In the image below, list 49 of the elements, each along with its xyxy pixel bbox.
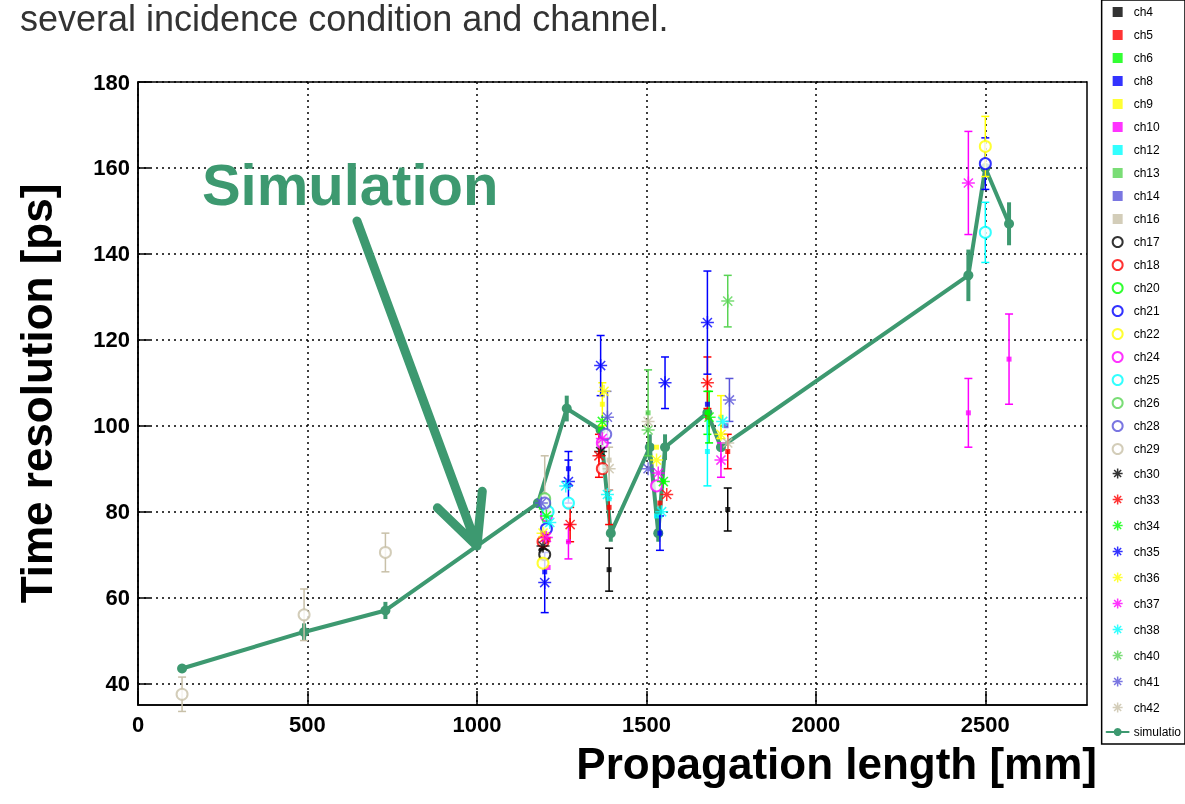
legend-label: ch33: [1133, 492, 1160, 507]
legend-label: ch8: [1133, 74, 1154, 88]
x-tick-label: 0: [131, 711, 145, 737]
y-tick-label: 60: [105, 585, 130, 611]
x-tick-label: 1000: [452, 711, 502, 737]
legend-label: ch18: [1133, 258, 1160, 272]
legend-label: ch4: [1133, 5, 1154, 19]
x-axis-title: Propagation length [mm]: [576, 738, 1097, 788]
legend-label: ch21: [1133, 304, 1160, 318]
legend-label: ch25: [1133, 373, 1160, 387]
legend-label: ch14: [1133, 189, 1160, 203]
text: several incidence condition and channel.: [20, 0, 669, 39]
legend-label: ch24: [1133, 350, 1160, 364]
legend-label: ch36: [1133, 570, 1160, 585]
legend-label: ch35: [1133, 544, 1160, 559]
legend-label: ch40: [1133, 648, 1160, 663]
y-tick-label: 40: [105, 671, 130, 697]
legend-label: ch34: [1133, 518, 1160, 533]
x-tick-label: 1500: [621, 711, 671, 737]
legend-label: simulatio: [1133, 725, 1182, 739]
legend-label: ch5: [1133, 28, 1154, 42]
legend-label: ch22: [1133, 327, 1160, 341]
legend-label: ch26: [1133, 396, 1160, 410]
legend-label: ch20: [1133, 281, 1160, 295]
y-tick-label: 180: [93, 69, 130, 95]
legend-label: ch16: [1133, 212, 1160, 226]
annotation: Simulation: [201, 151, 499, 219]
legend-label: ch13: [1133, 166, 1160, 180]
y-axis-title: Time resolution [ps]: [11, 183, 61, 604]
legend-label: ch38: [1133, 622, 1160, 637]
y-tick-label: 160: [93, 155, 130, 181]
y-tick-label: 80: [105, 499, 130, 525]
x-tick-label: 2000: [791, 711, 841, 737]
legend-label: ch42: [1133, 700, 1160, 715]
legend-label: ch10: [1133, 120, 1160, 134]
x-tick-label: 500: [289, 711, 326, 737]
legend-label: ch37: [1133, 596, 1160, 611]
legend-label: ch12: [1133, 143, 1160, 157]
legend-label: ch6: [1133, 51, 1154, 65]
legend-label: ch41: [1133, 674, 1160, 689]
legend-label: ch28: [1133, 419, 1160, 433]
legend-label: ch29: [1133, 442, 1160, 456]
y-tick-label: 140: [93, 241, 130, 267]
legend-label: ch17: [1133, 235, 1160, 249]
legend-label: ch30: [1133, 466, 1160, 481]
legend-label: ch9: [1133, 97, 1154, 111]
y-tick-label: 120: [93, 327, 130, 353]
y-tick-label: 100: [93, 413, 130, 439]
x-tick-label: 2500: [960, 711, 1010, 737]
